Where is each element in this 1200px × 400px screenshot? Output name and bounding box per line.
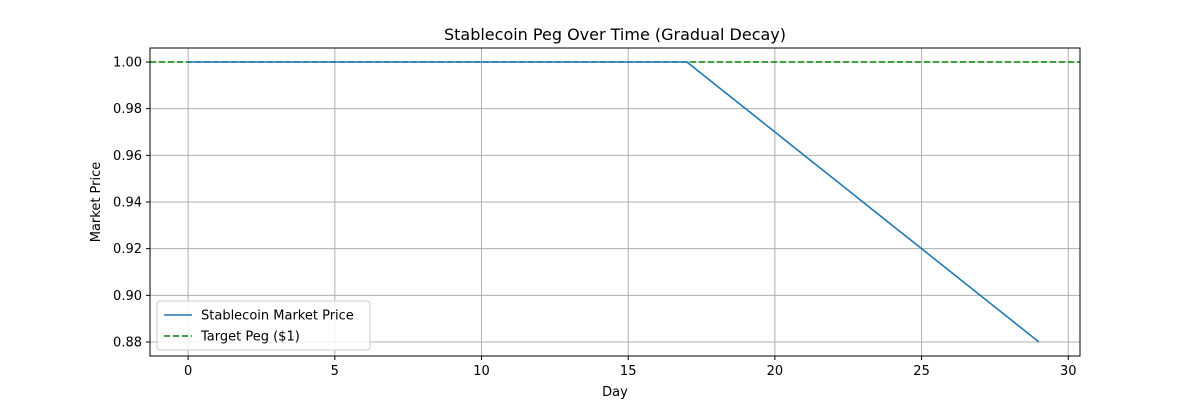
x-tick-label: 10 [473, 364, 490, 379]
y-tick-label: 0.90 [113, 289, 142, 304]
legend: Stablecoin Market Price Target Peg ($1) [156, 300, 371, 351]
legend-label: Target Peg ($1) [200, 330, 300, 345]
x-tick-label: 25 [913, 364, 930, 379]
series-line [188, 61, 1040, 343]
x-tick-label: 15 [620, 364, 637, 379]
chart-title: Stablecoin Peg Over Time (Gradual Decay) [444, 25, 786, 44]
y-tick-label: 0.98 [113, 102, 142, 117]
y-tick-label: 0.94 [113, 196, 142, 211]
x-axis-label: Day [602, 385, 628, 400]
legend-box [156, 300, 371, 351]
y-axis: 0.88 0.90 0.92 0.94 0.96 0.98 1.00 [113, 56, 150, 351]
y-axis-label: Market Price [89, 162, 104, 243]
y-tick-label: 0.88 [113, 336, 142, 351]
y-tick-label: 0.92 [113, 242, 142, 257]
y-tick-label: 0.96 [113, 149, 142, 164]
x-tick-label: 20 [767, 364, 784, 379]
x-tick-label: 30 [1060, 364, 1077, 379]
y-tick-label: 1.00 [113, 56, 142, 71]
x-tick-label: 5 [331, 364, 339, 379]
legend-label: Stablecoin Market Price [201, 309, 354, 324]
x-axis: 0 5 10 15 20 25 30 [184, 356, 1077, 379]
x-tick-label: 0 [184, 364, 192, 379]
series-group [188, 61, 1040, 343]
